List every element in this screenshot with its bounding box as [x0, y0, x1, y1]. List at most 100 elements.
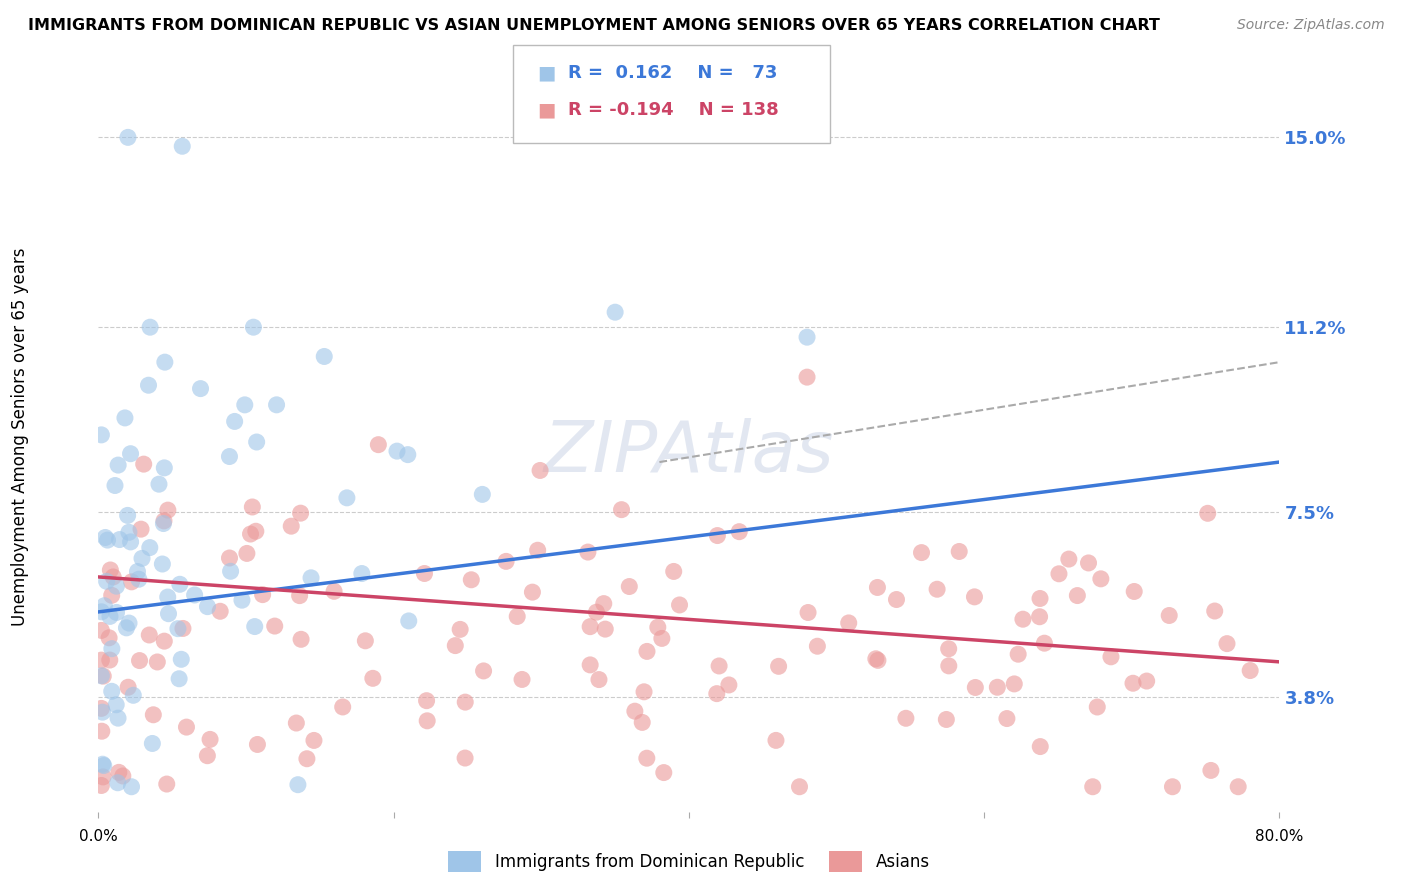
- Point: [98, 609, 121, 624]
- Point: [120, 535, 142, 549]
- Point: [619, 580, 641, 594]
- Point: [838, 615, 860, 630]
- Point: [910, 546, 932, 560]
- Point: [1239, 664, 1261, 678]
- Point: [90, 605, 112, 619]
- Point: [115, 621, 138, 635]
- Point: [1029, 739, 1052, 754]
- Point: [108, 765, 131, 780]
- Point: [938, 658, 960, 673]
- Point: [153, 634, 176, 648]
- Point: [150, 557, 173, 571]
- Point: [361, 671, 384, 685]
- Point: [91, 770, 114, 784]
- Point: [396, 448, 419, 462]
- Point: [246, 435, 269, 450]
- Point: [398, 614, 420, 628]
- Point: [91, 669, 114, 683]
- Point: [323, 584, 346, 599]
- Y-axis label: Unemployment Among Seniors over 65 years: Unemployment Among Seniors over 65 years: [11, 248, 30, 626]
- Point: [197, 599, 219, 614]
- Point: [108, 533, 131, 547]
- Point: [138, 378, 160, 392]
- Point: [167, 672, 190, 686]
- Point: [128, 572, 150, 586]
- Point: [1085, 700, 1108, 714]
- Point: [1047, 566, 1070, 581]
- Point: [141, 736, 163, 750]
- Point: [90, 724, 112, 739]
- Point: [90, 428, 112, 442]
- Point: [510, 673, 533, 687]
- Point: [1007, 647, 1029, 661]
- Point: [122, 688, 145, 702]
- Point: [266, 398, 288, 412]
- Point: [495, 554, 517, 568]
- Point: [90, 653, 112, 667]
- Point: [576, 545, 599, 559]
- Point: [652, 765, 675, 780]
- Point: [529, 463, 551, 477]
- Text: R =  0.162    N =   73: R = 0.162 N = 73: [568, 64, 778, 82]
- Point: [107, 776, 129, 790]
- Point: [107, 458, 129, 472]
- Point: [117, 680, 139, 694]
- Point: [263, 619, 285, 633]
- Point: [636, 751, 658, 765]
- Point: [1002, 677, 1025, 691]
- Point: [579, 620, 602, 634]
- Point: [120, 447, 142, 461]
- Point: [129, 522, 152, 536]
- Point: [96, 533, 118, 547]
- Point: [156, 777, 179, 791]
- Point: [707, 659, 730, 673]
- Point: [354, 633, 377, 648]
- Point: [894, 711, 917, 725]
- Point: [152, 516, 174, 531]
- Point: [797, 606, 820, 620]
- Text: ■: ■: [537, 100, 555, 120]
- Point: [522, 585, 544, 599]
- Text: IMMIGRANTS FROM DOMINICAN REPUBLIC VS ASIAN UNEMPLOYMENT AMONG SENIORS OVER 65 Y: IMMIGRANTS FROM DOMINICAN REPUBLIC VS AS…: [28, 18, 1160, 33]
- Point: [1136, 674, 1159, 689]
- Point: [90, 624, 112, 638]
- Point: [454, 751, 477, 765]
- Point: [107, 711, 129, 725]
- Point: [789, 780, 811, 794]
- Point: [172, 622, 194, 636]
- Point: [219, 564, 242, 578]
- Point: [765, 733, 787, 747]
- Point: [117, 130, 139, 145]
- Point: [156, 590, 179, 604]
- Point: [449, 623, 471, 637]
- Point: [287, 778, 309, 792]
- Point: [633, 685, 655, 699]
- Point: [886, 592, 908, 607]
- Point: [865, 652, 887, 666]
- Point: [183, 588, 205, 602]
- Point: [1123, 584, 1146, 599]
- Point: [121, 574, 143, 589]
- Point: [526, 543, 548, 558]
- Point: [172, 139, 194, 153]
- Point: [413, 566, 436, 581]
- Point: [415, 694, 437, 708]
- Point: [1161, 780, 1184, 794]
- Point: [103, 570, 125, 584]
- Point: [986, 680, 1008, 694]
- Point: [1197, 506, 1219, 520]
- Point: [100, 684, 122, 698]
- Point: [146, 655, 169, 669]
- Point: [385, 444, 408, 458]
- Point: [995, 712, 1018, 726]
- Point: [91, 757, 114, 772]
- Point: [668, 598, 690, 612]
- Point: [157, 607, 180, 621]
- Text: Source: ZipAtlas.com: Source: ZipAtlas.com: [1237, 18, 1385, 32]
- Point: [153, 461, 176, 475]
- Point: [938, 641, 960, 656]
- Point: [588, 673, 610, 687]
- Point: [285, 716, 308, 731]
- Point: [796, 370, 818, 384]
- Point: [114, 411, 136, 425]
